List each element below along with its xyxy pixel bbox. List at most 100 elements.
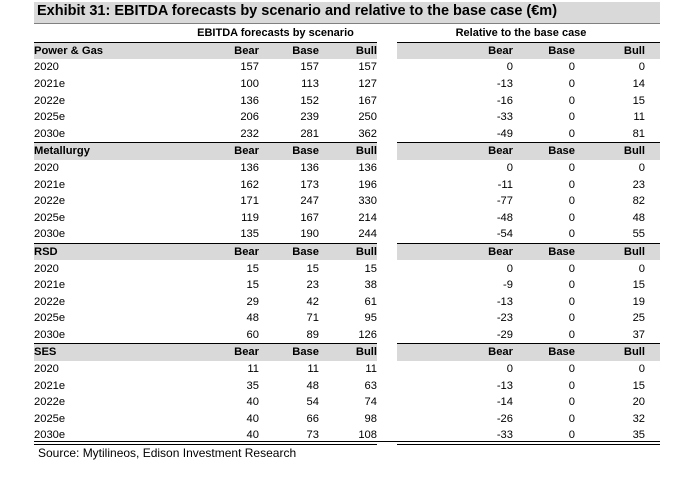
row-end	[645, 310, 660, 327]
table-row: 2025e 48 71 95 -23 0 25	[34, 310, 660, 327]
row-end	[645, 260, 660, 277]
relative-cell: -26	[496, 412, 513, 425]
relative-cell: -29	[496, 328, 513, 341]
table-row: 2022e 171 247 330 -77 0 82	[34, 192, 660, 210]
section-header-gap	[377, 142, 397, 160]
table-body: EBITDA forecasts by scenario Relative to…	[34, 25, 661, 445]
group-header-end	[645, 25, 661, 43]
section-name: RSD	[34, 242, 174, 261]
row-gap	[377, 176, 397, 193]
relative-cell: 25	[632, 312, 646, 325]
row-gap	[377, 92, 397, 109]
row-year: 2021e	[34, 77, 66, 90]
column-header: Bull	[319, 343, 377, 361]
row-year: 2025e	[34, 111, 66, 124]
ebitda-cell: 15	[246, 279, 259, 292]
ebitda-cell: 190	[300, 228, 319, 241]
ebitda-cell: 63	[364, 379, 377, 392]
relative-cell: 20	[632, 396, 646, 409]
relative-cell: 55	[632, 228, 646, 241]
column-header: Bear	[397, 42, 513, 60]
relative-cell: -33	[496, 111, 513, 124]
ebitda-cell: 206	[240, 111, 259, 124]
row-gap	[377, 410, 397, 428]
source-divider	[34, 441, 660, 442]
relative-cell: 0	[506, 363, 513, 376]
section-header-end	[645, 142, 661, 160]
relative-cell: 0	[638, 363, 646, 376]
ebitda-cell: 171	[240, 195, 259, 208]
row-end	[645, 176, 660, 193]
row-year: 2030e	[34, 328, 66, 341]
row-gap	[377, 310, 397, 327]
row-end	[645, 160, 660, 177]
table-row: 2025e 119 167 214 -48 0 48	[34, 209, 660, 227]
relative-cell: 0	[568, 379, 575, 392]
ebitda-cell: 157	[358, 61, 377, 74]
ebitda-cell: 11	[365, 363, 377, 376]
row-end	[645, 126, 660, 143]
column-header: Bull	[575, 242, 646, 261]
relative-cell: 23	[632, 178, 646, 191]
relative-cell: 0	[568, 61, 575, 74]
row-year: 2021e	[34, 178, 66, 191]
ebitda-cell: 136	[358, 161, 377, 174]
row-gap	[377, 192, 397, 210]
relative-cell: 0	[568, 295, 575, 308]
row-year: 2022e	[34, 195, 66, 208]
row-year: 2025e	[34, 211, 66, 224]
ebitda-cell: 11	[307, 363, 319, 376]
ebitda-cell: 66	[306, 412, 319, 425]
section-name: SES	[34, 343, 174, 361]
ebitda-cell: 74	[364, 396, 377, 409]
relative-cell: 0	[568, 412, 575, 425]
relative-cell: 37	[632, 328, 646, 341]
exhibit-title: Exhibit 31: EBITDA forecasts by scenario…	[37, 3, 558, 19]
ebitda-cell: 95	[364, 312, 377, 325]
group-header-row: EBITDA forecasts by scenario Relative to…	[34, 25, 661, 43]
row-end	[645, 377, 660, 394]
ebitda-cell: 113	[301, 77, 319, 90]
ebitda-cell: 71	[306, 312, 319, 325]
relative-cell: -23	[496, 312, 513, 325]
ebitda-cell: 214	[358, 211, 377, 224]
relative-cell: 0	[568, 396, 575, 409]
relative-cell: -16	[496, 94, 513, 107]
row-year: 2030e	[34, 127, 66, 140]
relative-cell: 0	[638, 161, 646, 174]
row-year: 2020	[34, 161, 59, 174]
relative-cell: 15	[632, 94, 646, 107]
column-header: Base	[259, 42, 319, 60]
relative-cell: 35	[575, 427, 646, 445]
group-header-relative: Relative to the base case	[397, 25, 646, 43]
section-header-end	[645, 42, 661, 60]
ebitda-cell: 40	[246, 396, 259, 409]
section-header-gap	[377, 42, 397, 60]
row-year: 2020	[34, 262, 59, 275]
table-row: 2020 136 136 136 0 0 0	[34, 159, 660, 177]
relative-cell: 0	[568, 228, 575, 241]
relative-cell: -13	[496, 295, 513, 308]
column-header: Base	[259, 142, 319, 160]
section-name: Metallurgy	[34, 142, 174, 160]
column-header: Base	[259, 343, 319, 361]
column-header: Bull	[319, 42, 377, 60]
ebitda-cell: 48	[246, 312, 259, 325]
ebitda-cell: 126	[358, 328, 377, 341]
relative-cell: 0	[506, 262, 513, 275]
column-header: Bear	[397, 142, 513, 160]
ebitda-cell: 152	[300, 94, 319, 107]
row-gap	[377, 326, 397, 344]
column-header: Base	[513, 242, 575, 261]
row-year: 2020	[34, 363, 59, 376]
ebitda-cell: 23	[306, 279, 319, 292]
column-header: Bull	[575, 343, 646, 361]
row-year: 2022e	[34, 396, 66, 409]
relative-cell: 0	[568, 363, 575, 376]
section-header-row: SES Bear Base Bull Bear Base Bull	[34, 343, 661, 361]
relative-cell: 0	[568, 312, 575, 325]
row-end	[645, 76, 660, 93]
section-header-row: Metallurgy Bear Base Bull Bear Base Bull	[34, 142, 661, 160]
row-end	[645, 327, 660, 344]
ebitda-cell: 89	[306, 328, 319, 341]
